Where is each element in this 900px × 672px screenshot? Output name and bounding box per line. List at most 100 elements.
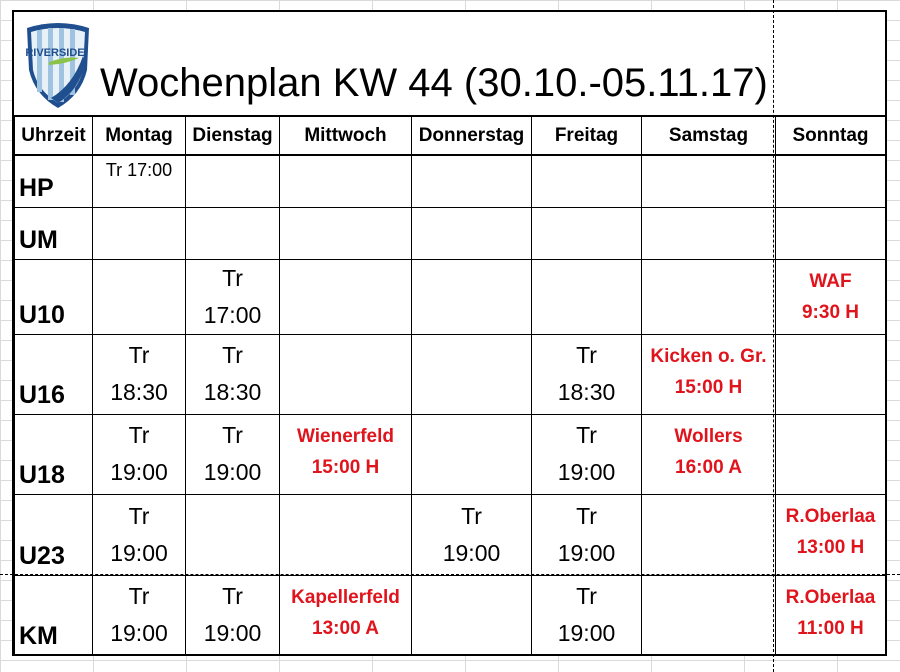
row-label: KM (14, 574, 93, 656)
training-entry: Tr (576, 342, 597, 368)
schedule-cell-donnerstag[interactable] (411, 258, 532, 335)
schedule-cell-mittwoch[interactable]: Wienerfeld 15:00 H (279, 413, 412, 495)
schedule-cell-freitag[interactable]: Tr 19:00 (531, 493, 642, 576)
match-entry: Kicken o. Gr. (650, 345, 767, 367)
schedule-cell-dienstag[interactable] (185, 154, 280, 208)
match-entry: 9:30 H (801, 301, 860, 323)
schedule-cell-mittwoch[interactable] (279, 258, 412, 335)
training-entry: 17:00 (203, 301, 262, 328)
match-entry: Kapellerfeld (291, 586, 400, 608)
schedule-cell-samstag[interactable] (641, 258, 776, 335)
schedule-cell-mittwoch[interactable] (279, 333, 412, 415)
training-entry: Tr (128, 422, 150, 448)
match-entry: 13:00 A (312, 617, 379, 639)
schedule-cell-montag[interactable]: Tr 18:30 (92, 333, 186, 415)
schedule-cell-freitag[interactable] (531, 258, 642, 335)
schedule-cell-montag[interactable]: Tr 19:00 (92, 413, 186, 495)
schedule-cell-dienstag[interactable]: Tr 19:00 (185, 413, 280, 495)
training-entry: Tr 17:00 (105, 160, 173, 180)
schedule-cell-donnerstag[interactable] (411, 333, 532, 415)
schedule-cell-mittwoch[interactable] (279, 154, 412, 208)
schedule-cell-freitag[interactable] (531, 154, 642, 208)
schedule-cell-dienstag[interactable] (185, 206, 280, 260)
schedule-table: Uhrzeit Montag Dienstag Mittwoch Donnerstag F… (14, 115, 886, 656)
schedule-cell-montag[interactable] (92, 206, 186, 260)
schedule-sheet: RIVERSIDE Wochenplan KW 44 (30.10.-05.11… (12, 10, 887, 656)
training-entry: 19:00 (557, 539, 616, 566)
schedule-cell-donnerstag[interactable] (411, 574, 532, 656)
schedule-cell-sonntag[interactable] (775, 413, 886, 495)
schedule-cell-donnerstag[interactable]: Tr 19:00 (411, 493, 532, 576)
match-entry: R.Oberlaa (785, 505, 876, 527)
schedule-cell-sonntag[interactable]: WAF 9:30 H (775, 258, 886, 335)
training-entry: 18:30 (110, 379, 168, 405)
match-entry: 15:00 H (311, 456, 380, 478)
row-label: U18 (14, 413, 93, 495)
schedule-cell-samstag[interactable]: Kicken o. Gr. 15:00 H (641, 333, 776, 415)
training-entry: 19:00 (110, 620, 168, 646)
schedule-cell-dienstag[interactable]: Tr 19:00 (185, 574, 280, 656)
row-hp: HP Tr 17:00 (14, 154, 886, 208)
training-entry: 19:00 (557, 620, 616, 646)
training-entry: 18:30 (557, 379, 616, 405)
schedule-cell-sonntag[interactable] (775, 333, 886, 415)
schedule-cell-samstag[interactable]: Wollers 16:00 A (641, 413, 776, 495)
training-entry: Tr (576, 583, 597, 609)
row-u23: U23 Tr 19:00 Tr 19:00 Tr 19:00 R.Oberlaa 13:00 H (14, 493, 886, 576)
training-entry: Tr (128, 342, 150, 368)
schedule-cell-montag[interactable]: Tr 17:00 (92, 154, 186, 208)
schedule-cell-sonntag[interactable]: R.Oberlaa 11:00 H (775, 574, 886, 656)
club-logo: RIVERSIDE (25, 23, 89, 108)
row-label: U10 (14, 258, 93, 335)
training-entry: Tr (128, 502, 150, 529)
schedule-cell-samstag[interactable] (641, 493, 776, 576)
schedule-cell-montag[interactable] (92, 258, 186, 335)
schedule-cell-samstag[interactable] (641, 154, 776, 208)
schedule-cell-sonntag[interactable] (775, 206, 886, 260)
schedule-cell-dienstag[interactable]: Tr 18:30 (185, 333, 280, 415)
match-entry: Wollers (674, 425, 743, 447)
schedule-cell-samstag[interactable] (641, 206, 776, 260)
row-label: UM (14, 206, 93, 260)
schedule-cell-mittwoch[interactable] (279, 206, 412, 260)
schedule-cell-montag[interactable]: Tr 19:00 (92, 574, 186, 656)
page-break-horizontal (0, 574, 900, 575)
column-header-samstag: Samstag (641, 115, 776, 156)
schedule-cell-freitag[interactable]: Tr 19:00 (531, 413, 642, 495)
schedule-cell-freitag[interactable]: Tr 18:30 (531, 333, 642, 415)
column-header-mittwoch: Mittwoch (279, 115, 412, 156)
schedule-cell-freitag[interactable] (531, 206, 642, 260)
training-entry: Tr (461, 502, 482, 529)
schedule-cell-freitag[interactable]: Tr 19:00 (531, 574, 642, 656)
row-u18: U18 Tr 19:00 Tr 19:00 Wienerfeld 15:00 H Tr 19:0… (14, 413, 886, 495)
schedule-cell-montag[interactable]: Tr 19:00 (92, 493, 186, 576)
column-header-sonntag: Sonntag (775, 115, 886, 156)
training-entry: Tr (222, 264, 243, 291)
match-entry: R.Oberlaa (785, 586, 876, 608)
training-entry: Tr (222, 422, 243, 448)
training-entry: Tr (222, 342, 243, 368)
schedule-cell-dienstag[interactable] (185, 493, 280, 576)
match-entry: 16:00 A (675, 456, 742, 478)
training-entry: 19:00 (203, 459, 262, 485)
column-header-dienstag: Dienstag (185, 115, 280, 156)
match-entry: WAF (809, 270, 852, 292)
svg-text:RIVERSIDE: RIVERSIDE (25, 47, 84, 59)
schedule-cell-sonntag[interactable]: R.Oberlaa 13:00 H (775, 493, 886, 576)
schedule-cell-donnerstag[interactable] (411, 413, 532, 495)
schedule-cell-mittwoch[interactable] (279, 493, 412, 576)
row-label: HP (14, 154, 93, 208)
schedule-cell-donnerstag[interactable] (411, 154, 532, 208)
schedule-cell-sonntag[interactable] (775, 154, 886, 208)
training-entry: Tr (576, 502, 597, 529)
page-break-vertical (773, 0, 774, 672)
schedule-cell-dienstag[interactable]: Tr 17:00 (185, 258, 280, 335)
row-u16: U16 Tr 18:30 Tr 18:30 Tr 18:30 Kicken o. Gr. 15:… (14, 333, 886, 415)
match-entry: 11:00 H (797, 617, 864, 639)
row-km: KM Tr 19:00 Tr 19:00 Kapellerfeld 13:00 A Tr 19:… (14, 574, 886, 656)
schedule-cell-samstag[interactable] (641, 574, 776, 656)
header-row: Uhrzeit Montag Dienstag Mittwoch Donnerstag F… (14, 115, 886, 156)
schedule-cell-donnerstag[interactable] (411, 206, 532, 260)
row-label: U16 (14, 333, 93, 415)
schedule-cell-mittwoch[interactable]: Kapellerfeld 13:00 A (279, 574, 412, 656)
